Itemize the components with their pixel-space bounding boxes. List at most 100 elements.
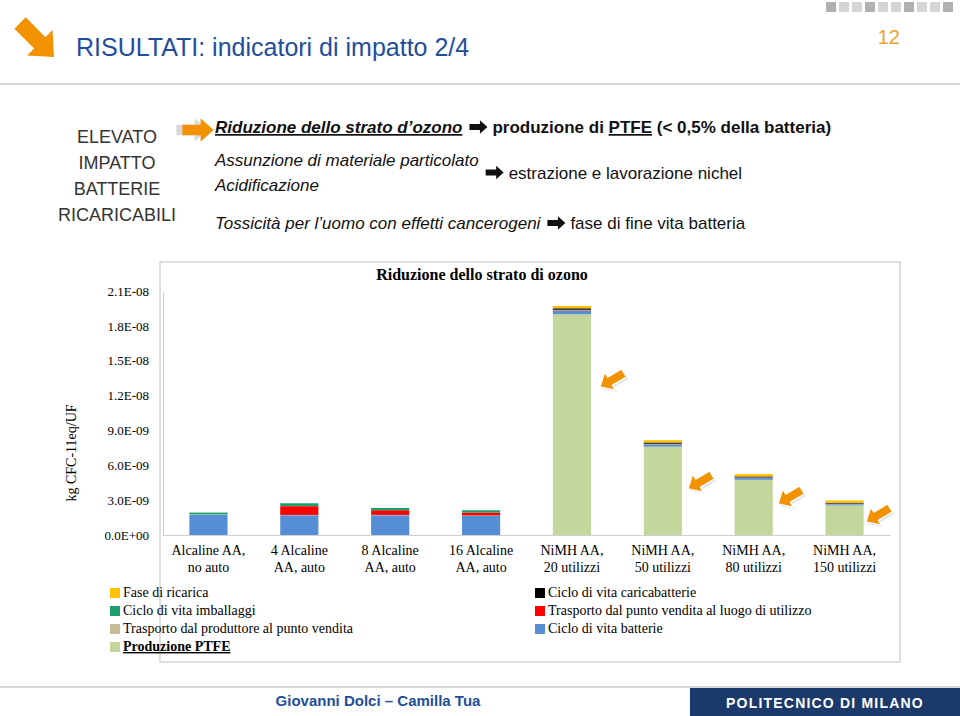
bar-segment bbox=[644, 443, 682, 444]
header-square bbox=[852, 2, 862, 12]
x-tick-label-line: Alcaline AA, bbox=[172, 543, 246, 558]
x-tick-label-line: 20 utilizzi bbox=[544, 560, 600, 575]
header-square bbox=[904, 2, 914, 12]
bar-segment bbox=[644, 444, 682, 445]
y-tick: 2.1E-08 bbox=[107, 284, 163, 299]
legend: Fase di ricaricaCiclo di vita caricabatt… bbox=[110, 585, 812, 654]
bar-segment bbox=[644, 443, 682, 444]
x-tick-label-line: no auto bbox=[188, 560, 230, 575]
bars bbox=[189, 306, 863, 535]
y-axis-line bbox=[163, 292, 164, 536]
bar-segment bbox=[280, 503, 318, 504]
bar-segment bbox=[189, 512, 227, 513]
bar-segment bbox=[462, 510, 500, 511]
legend-swatch bbox=[110, 642, 120, 652]
bar-segment bbox=[462, 516, 500, 535]
bar-segment bbox=[371, 507, 409, 508]
x-tick-label: 4 AlcalineAA, auto bbox=[271, 543, 328, 576]
bar-segment bbox=[553, 310, 591, 311]
x-tick-label: NiMH AA,50 utilizzi bbox=[631, 543, 694, 576]
y-tick: 1.8E-08 bbox=[107, 319, 163, 334]
legend-swatch bbox=[110, 606, 120, 616]
arrow-icon bbox=[547, 216, 565, 230]
legend-label: Trasporto dal punto vendita al luogo di … bbox=[548, 603, 812, 618]
series-bars bbox=[553, 306, 864, 503]
bar-segment bbox=[735, 477, 773, 478]
bar-segment bbox=[825, 504, 863, 505]
bar-segment bbox=[371, 508, 409, 510]
bar-segment bbox=[553, 314, 591, 535]
bar-segment bbox=[553, 306, 591, 308]
series-bars bbox=[189, 310, 863, 515]
y-tick-label: 2.1E-08 bbox=[107, 284, 149, 299]
legend-label: Ciclo di vita batterie bbox=[548, 621, 663, 636]
x-tick-label: NiMH AA,20 utilizzi bbox=[540, 543, 603, 576]
bar-segment bbox=[644, 440, 682, 442]
finding-effect: produzione di PTFE (< 0,5% della batteri… bbox=[492, 118, 831, 137]
x-tick: Alcaline AA, no auto bbox=[172, 535, 246, 575]
bar-segment bbox=[280, 503, 318, 506]
x-tick-label-line: 16 Alcaline bbox=[449, 543, 513, 558]
series-bars bbox=[280, 310, 863, 515]
side-label: ELEVATO bbox=[77, 127, 157, 147]
finding-effect: estrazione e lavorazione nichel bbox=[509, 164, 742, 183]
series-bars bbox=[189, 310, 863, 515]
x-tick-label-line: 80 utilizzi bbox=[725, 560, 781, 575]
x-tick-label: NiMH AA,80 utilizzi bbox=[722, 543, 785, 576]
bar-segment bbox=[553, 308, 591, 309]
bar-segment bbox=[189, 513, 227, 515]
x-tick: 8 AlcalineAA, auto bbox=[362, 535, 419, 575]
x-tick-label-line: 50 utilizzi bbox=[635, 560, 691, 575]
y-tick-label: 1.2E-08 bbox=[107, 388, 149, 403]
x-tick-label-line: AA, auto bbox=[455, 560, 506, 575]
effect-part: estrazione e lavorazione nichel bbox=[509, 164, 742, 183]
finding-cause: Assunzione di materiale particolato bbox=[214, 151, 479, 170]
bar-segment bbox=[189, 515, 227, 535]
bar-segment bbox=[553, 309, 591, 310]
bar-segment bbox=[280, 515, 318, 535]
side-label: IMPATTO bbox=[78, 153, 155, 173]
header-square bbox=[865, 2, 875, 12]
bar-segment bbox=[825, 500, 863, 502]
finding-cause: Riduzione dello strato d’ozono bbox=[215, 118, 462, 137]
bar-segment bbox=[735, 477, 773, 478]
x-tick: 4 AlcalineAA, auto bbox=[271, 535, 328, 575]
bar-segment bbox=[825, 503, 863, 504]
footer-rule bbox=[0, 686, 960, 688]
header-square bbox=[839, 2, 849, 12]
x-axis: Alcaline AA, no auto 4 AlcalineAA, auto 8 A… bbox=[164, 535, 891, 575]
series-bars bbox=[189, 311, 863, 535]
header-square bbox=[943, 2, 953, 12]
x-tick-label: Alcaline AA, no auto bbox=[172, 543, 246, 576]
bar-segment bbox=[735, 477, 773, 478]
x-tick: NiMH AA,150 utilizzi bbox=[813, 535, 876, 575]
bar-segment bbox=[462, 510, 500, 512]
page-number: 12 bbox=[878, 26, 900, 48]
chart-frame bbox=[160, 262, 900, 662]
y-tick: 1.2E-08 bbox=[107, 388, 163, 403]
bar-segment bbox=[825, 503, 863, 504]
bar-segment bbox=[553, 311, 591, 314]
side-label: BATTERIE bbox=[74, 179, 161, 199]
footer-bar bbox=[690, 688, 960, 716]
bar-segment bbox=[280, 503, 318, 504]
legend-swatch bbox=[110, 624, 120, 634]
x-tick-label: 16 Alcaline AA, auto bbox=[449, 543, 513, 576]
y-tick-label: 6.0E-09 bbox=[107, 458, 149, 473]
bar-segment bbox=[371, 515, 409, 535]
x-tick: NiMH AA,50 utilizzi bbox=[631, 535, 694, 575]
effect-part: PTFE bbox=[609, 118, 652, 137]
finding-cause: Tossicità per l’uomo con effetti cancero… bbox=[215, 214, 542, 233]
y-tick-label: 3.0E-09 bbox=[107, 493, 149, 508]
y-tick-label: 1.5E-08 bbox=[107, 353, 149, 368]
x-tick-label-line: AA, auto bbox=[365, 560, 416, 575]
arrow-icon bbox=[182, 118, 213, 141]
y-tick: 9.0E-09 bbox=[107, 423, 163, 438]
legend-label: Ciclo di vita imballaggi bbox=[123, 603, 256, 618]
x-tick-label: NiMH AA,150 utilizzi bbox=[813, 543, 876, 576]
header-rule bbox=[0, 83, 960, 85]
slide-title: RISULTATI: indicatori di impatto 2/4 bbox=[76, 33, 469, 61]
bar-segment bbox=[462, 510, 500, 511]
series-bars bbox=[553, 308, 864, 503]
bar-segment bbox=[825, 505, 863, 535]
